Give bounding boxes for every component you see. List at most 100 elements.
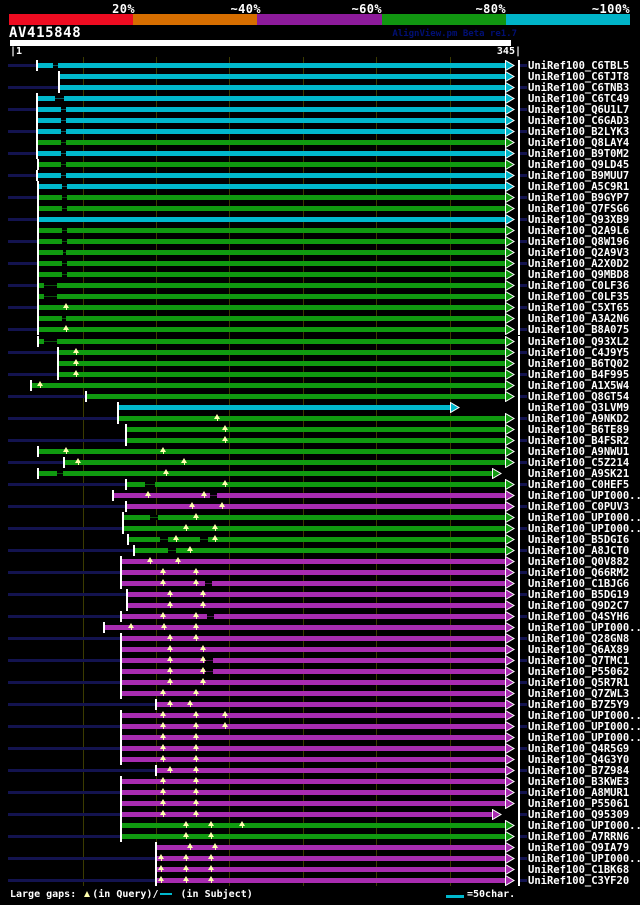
hit-label[interactable]: UniRef100_Q2A9L6 [528,225,630,238]
hit-bar[interactable] [39,250,505,256]
hit-bar[interactable] [39,195,505,201]
hit-label[interactable]: UniRef100_A9NKD2 [528,412,630,425]
hit-bar[interactable] [157,867,505,873]
hit-label[interactable]: UniRef100_Q7TMC1 [528,655,630,668]
hit-bar[interactable] [38,129,505,135]
hit-bar[interactable] [39,217,505,223]
hit-label[interactable]: UniRef100_UPI000.. [528,710,640,723]
alignment-row[interactable]: UniRef100_A9SK21 [0,467,640,480]
hit-label[interactable]: UniRef100_B9MUU7 [528,170,630,183]
hit-bar[interactable] [60,74,505,80]
hit-bar[interactable] [39,228,505,234]
hit-label[interactable]: UniRef100_Q3LVM9 [528,401,630,414]
alignment-row[interactable]: UniRef100_Q3LVM9 [0,401,640,414]
hit-bar[interactable] [39,448,505,454]
hit-label[interactable]: UniRef100_Q6AX89 [528,644,630,657]
hit-bar[interactable] [122,757,505,763]
alignment-row[interactable]: UniRef100_B3KWE3 [0,776,640,788]
hit-label[interactable]: UniRef100_Q7ZWL3 [528,688,630,701]
alignment-row[interactable]: UniRef100_A2X0D2 [0,258,640,271]
hit-label[interactable]: UniRef100_B9T0M2 [528,148,630,161]
alignment-row[interactable]: UniRef100_C6TBL5 [0,60,640,72]
alignment-row[interactable]: UniRef100_Q2A9L6 [0,225,640,238]
hit-bar[interactable] [122,801,505,807]
alignment-row[interactable]: UniRef100_Q9MBD8 [0,269,640,281]
alignment-row[interactable]: UniRef100_B5DGI6 [0,533,640,546]
hit-label[interactable]: UniRef100_A8JCT0 [528,544,630,557]
hit-bar[interactable] [39,206,505,212]
alignment-row[interactable]: UniRef100_B5DG19 [0,588,640,601]
alignment-row[interactable]: UniRef100_B8A075 [0,324,640,337]
hit-label[interactable]: UniRef100_B4FSR2 [528,434,630,447]
alignment-row[interactable]: UniRef100_C6TC49 [0,93,640,106]
alignment-row[interactable]: UniRef100_UPI000.. [0,732,640,744]
alignment-row[interactable]: UniRef100_C3YF20 [0,875,640,887]
hit-bar[interactable] [122,724,505,730]
hit-bar[interactable] [39,272,505,278]
hit-bar[interactable] [124,514,505,520]
hit-bar[interactable] [122,658,505,664]
hit-bar[interactable] [124,525,505,531]
hit-label[interactable]: UniRef100_Q93XL2 [528,335,630,348]
hit-label[interactable]: UniRef100_B8A075 [528,324,630,337]
hit-bar[interactable] [39,261,505,267]
hit-label[interactable]: UniRef100_Q28GN8 [528,633,630,646]
hit-bar[interactable] [59,371,505,377]
hit-bar[interactable] [122,580,505,586]
alignment-row[interactable]: UniRef100_P55062 [0,666,640,678]
hit-bar[interactable] [129,536,505,542]
alignment-row[interactable]: UniRef100_UPI000.. [0,622,640,635]
hit-label[interactable]: UniRef100_Q9D2C7 [528,599,630,612]
alignment-row[interactable]: UniRef100_Q4R5G9 [0,743,640,755]
hit-bar[interactable] [122,713,505,719]
alignment-row[interactable]: UniRef100_A9NWU1 [0,445,640,458]
hit-bar[interactable] [39,327,505,333]
hit-label[interactable]: UniRef100_A7RRN6 [528,831,630,844]
alignment-row[interactable]: UniRef100_B9MUU7 [0,170,640,183]
hit-bar[interactable] [122,569,505,575]
alignment-row[interactable]: UniRef100_A8JCT0 [0,544,640,557]
hit-bar[interactable] [122,669,505,675]
alignment-row[interactable]: UniRef100_A3A2N6 [0,313,640,325]
hit-bar[interactable] [39,305,505,311]
hit-label[interactable]: UniRef100_Q8LAY4 [528,137,630,150]
alignment-row[interactable]: UniRef100_Q9LD45 [0,159,640,171]
alignment-row[interactable]: UniRef100_Q8GT54 [0,390,640,403]
alignment-row[interactable]: UniRef100_UPI000.. [0,853,640,865]
alignment-row[interactable]: UniRef100_Q5R7R1 [0,677,640,689]
alignment-row[interactable]: UniRef100_Q95309 [0,809,640,821]
alignment-row[interactable]: UniRef100_A9NKD2 [0,412,640,425]
hit-label[interactable]: UniRef100_UPI000.. [528,622,640,635]
hit-bar[interactable] [32,382,505,388]
hit-label[interactable]: UniRef100_A2X0D2 [528,258,630,271]
hit-label[interactable]: UniRef100_C6TC49 [528,93,630,106]
hit-bar[interactable] [122,614,505,619]
alignment-row[interactable]: UniRef100_Q4SYH6 [0,611,640,623]
alignment-row[interactable]: UniRef100_A5C9R1 [0,181,640,193]
hit-bar[interactable] [122,680,505,686]
alignment-row[interactable]: UniRef100_Q0V882 [0,555,640,568]
alignment-row[interactable]: UniRef100_UPI000.. [0,511,640,524]
hit-label[interactable]: UniRef100_A9SK21 [528,467,630,480]
hit-label[interactable]: UniRef100_C1BJG6 [528,577,630,590]
hit-bar[interactable] [119,415,505,421]
hit-bar[interactable] [38,107,505,113]
hit-label[interactable]: UniRef100_Q2A9V3 [528,247,630,260]
alignment-row[interactable]: UniRef100_C4J9Y5 [0,346,640,359]
hit-label[interactable]: UniRef100_UPI000.. [528,511,640,524]
alignment-row[interactable]: UniRef100_Q93XB9 [0,214,640,227]
alignment-row[interactable]: UniRef100_B4F995 [0,368,640,381]
hit-bar[interactable] [39,316,505,322]
hit-bar[interactable] [39,470,492,476]
hit-bar[interactable] [157,845,505,851]
alignment-row[interactable]: UniRef100_A1X5W4 [0,379,640,392]
hit-bar[interactable] [122,790,505,796]
hit-bar[interactable] [38,118,505,124]
alignment-row[interactable]: UniRef100_B9T0M2 [0,148,640,161]
hit-bar[interactable] [39,294,505,300]
hit-bar[interactable] [157,878,505,884]
hit-label[interactable]: UniRef100_B7Z5Y9 [528,699,630,712]
hit-bar[interactable] [127,481,505,487]
hit-label[interactable]: UniRef100_Q93XB9 [528,214,630,227]
alignment-row[interactable]: UniRef100_C1BK68 [0,864,640,876]
